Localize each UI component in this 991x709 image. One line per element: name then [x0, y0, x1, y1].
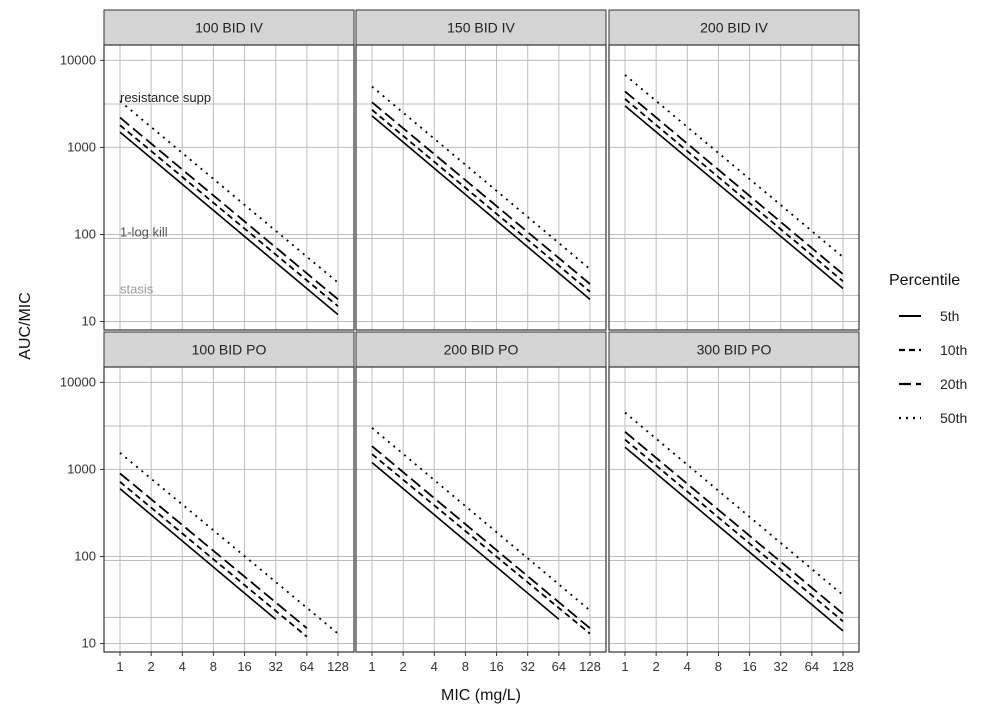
panel-frame [355, 366, 607, 653]
x-tick-label: 8 [462, 659, 469, 674]
legend-label-10th: 10th [940, 342, 967, 358]
series-line-50th [119, 100, 339, 284]
y-tick-label: 1000 [67, 139, 96, 154]
series-line-5th [119, 488, 277, 620]
series-line-5th [624, 105, 844, 290]
facet-strip [355, 331, 607, 368]
x-tick-label: 16 [237, 659, 251, 674]
annotation-stasis: stasis [120, 281, 154, 296]
x-tick-label: 16 [742, 659, 756, 674]
x-tick-label: 32 [520, 659, 534, 674]
panels-layer: resistance supp 1-log kill stasis 100 BID I… [60, 9, 860, 674]
panel-frame [608, 366, 860, 653]
facet-title: 100 BID PO [192, 342, 267, 358]
y-tick-label: 100 [74, 226, 96, 241]
series-line-10th [371, 453, 591, 635]
legend-label-5th: 5th [940, 308, 959, 324]
series-line-5th [624, 446, 844, 632]
x-tick-label: 32 [773, 659, 787, 674]
x-tick-label: 128 [832, 659, 854, 674]
x-tick-label: 128 [327, 659, 349, 674]
panel-background [609, 45, 859, 330]
panel-background [356, 367, 606, 652]
panel-100-bid-po: 100 BID PO 10 100 1000 10000 1 2 4 8 16 32 64 128 [60, 331, 355, 674]
annotation-resistance-supp: resistance supp [120, 90, 211, 105]
panel-150-bid-iv: 150 BID IV [355, 9, 607, 331]
series-line-10th [119, 481, 308, 638]
panel-background [104, 367, 354, 652]
x-tick-label: 128 [579, 659, 601, 674]
annotation-1-log-kill: 1-log kill [120, 224, 168, 239]
x-tick-label: 64 [552, 659, 566, 674]
facet-strip [608, 9, 860, 46]
legend-label-20th: 20th [940, 376, 967, 392]
legend-title: Percentile [889, 272, 960, 289]
x-tick-label: 1 [116, 659, 123, 674]
facet-title: 200 BID PO [444, 342, 519, 358]
series-line-20th [624, 90, 844, 275]
series-line-10th [624, 98, 844, 282]
x-tick-label: 4 [431, 659, 438, 674]
x-tick-label: 64 [300, 659, 314, 674]
legend-label-50th: 50th [940, 410, 967, 426]
panel-background [609, 367, 859, 652]
x-tick-label: 2 [148, 659, 155, 674]
x-tick-label: 16 [489, 659, 503, 674]
series-line-5th [371, 461, 560, 620]
y-tick-label: 1000 [67, 461, 96, 476]
panel-frame [608, 44, 860, 331]
panel-frame [103, 44, 355, 331]
panel-200-bid-iv: 200 BID IV [608, 9, 860, 331]
facet-title: 300 BID PO [697, 342, 772, 358]
x-tick-label: 1 [621, 659, 628, 674]
series-line-5th [371, 115, 591, 300]
x-tick-label: 8 [715, 659, 722, 674]
series-line-5th [119, 131, 339, 316]
series-line-10th [371, 109, 591, 293]
x-tick-label: 64 [805, 659, 819, 674]
panel-frame [103, 366, 355, 653]
x-tick-label: 32 [268, 659, 282, 674]
series-line-20th [371, 101, 591, 285]
x-tick-label: 4 [684, 659, 691, 674]
series-line-10th [119, 124, 339, 307]
x-tick-label: 2 [653, 659, 660, 674]
x-axis-title: MIC (mg/L) [441, 687, 521, 704]
x-tick-label: 8 [210, 659, 217, 674]
y-tick-label: 10 [82, 636, 96, 651]
y-tick-label: 10000 [60, 52, 96, 67]
facet-title: 150 BID IV [447, 20, 515, 36]
y-tick-label: 10000 [60, 374, 96, 389]
facet-title: 100 BID IV [195, 20, 263, 36]
legend: Percentile 5th 10th 20th 50th [889, 272, 967, 426]
x-tick-label: 2 [400, 659, 407, 674]
panel-background [356, 45, 606, 330]
panel-background [104, 45, 354, 330]
panel-100-bid-iv: resistance supp 1-log kill stasis 100 BID I… [60, 9, 355, 331]
y-tick-label: 100 [74, 548, 96, 563]
facet-strip [103, 331, 355, 368]
series-line-20th [119, 116, 339, 301]
facet-strip [103, 9, 355, 46]
y-axis-title: AUC/MIC [17, 292, 34, 360]
series-line-20th [119, 472, 308, 629]
series-line-50th [119, 452, 339, 635]
x-tick-label: 1 [368, 659, 375, 674]
series-line-10th [624, 438, 844, 623]
series-line-20th [371, 445, 591, 629]
panel-300-bid-po: 300 BID PO 1 2 4 8 16 32 64 128 [608, 331, 860, 674]
panel-200-bid-po: 200 BID PO 1 2 4 8 16 32 64 128 [355, 331, 607, 674]
y-tick-label: 10 [82, 314, 96, 329]
facet-title: 200 BID IV [700, 20, 768, 36]
x-tick-label: 4 [179, 659, 186, 674]
panel-frame [355, 44, 607, 331]
series-line-20th [624, 431, 844, 615]
